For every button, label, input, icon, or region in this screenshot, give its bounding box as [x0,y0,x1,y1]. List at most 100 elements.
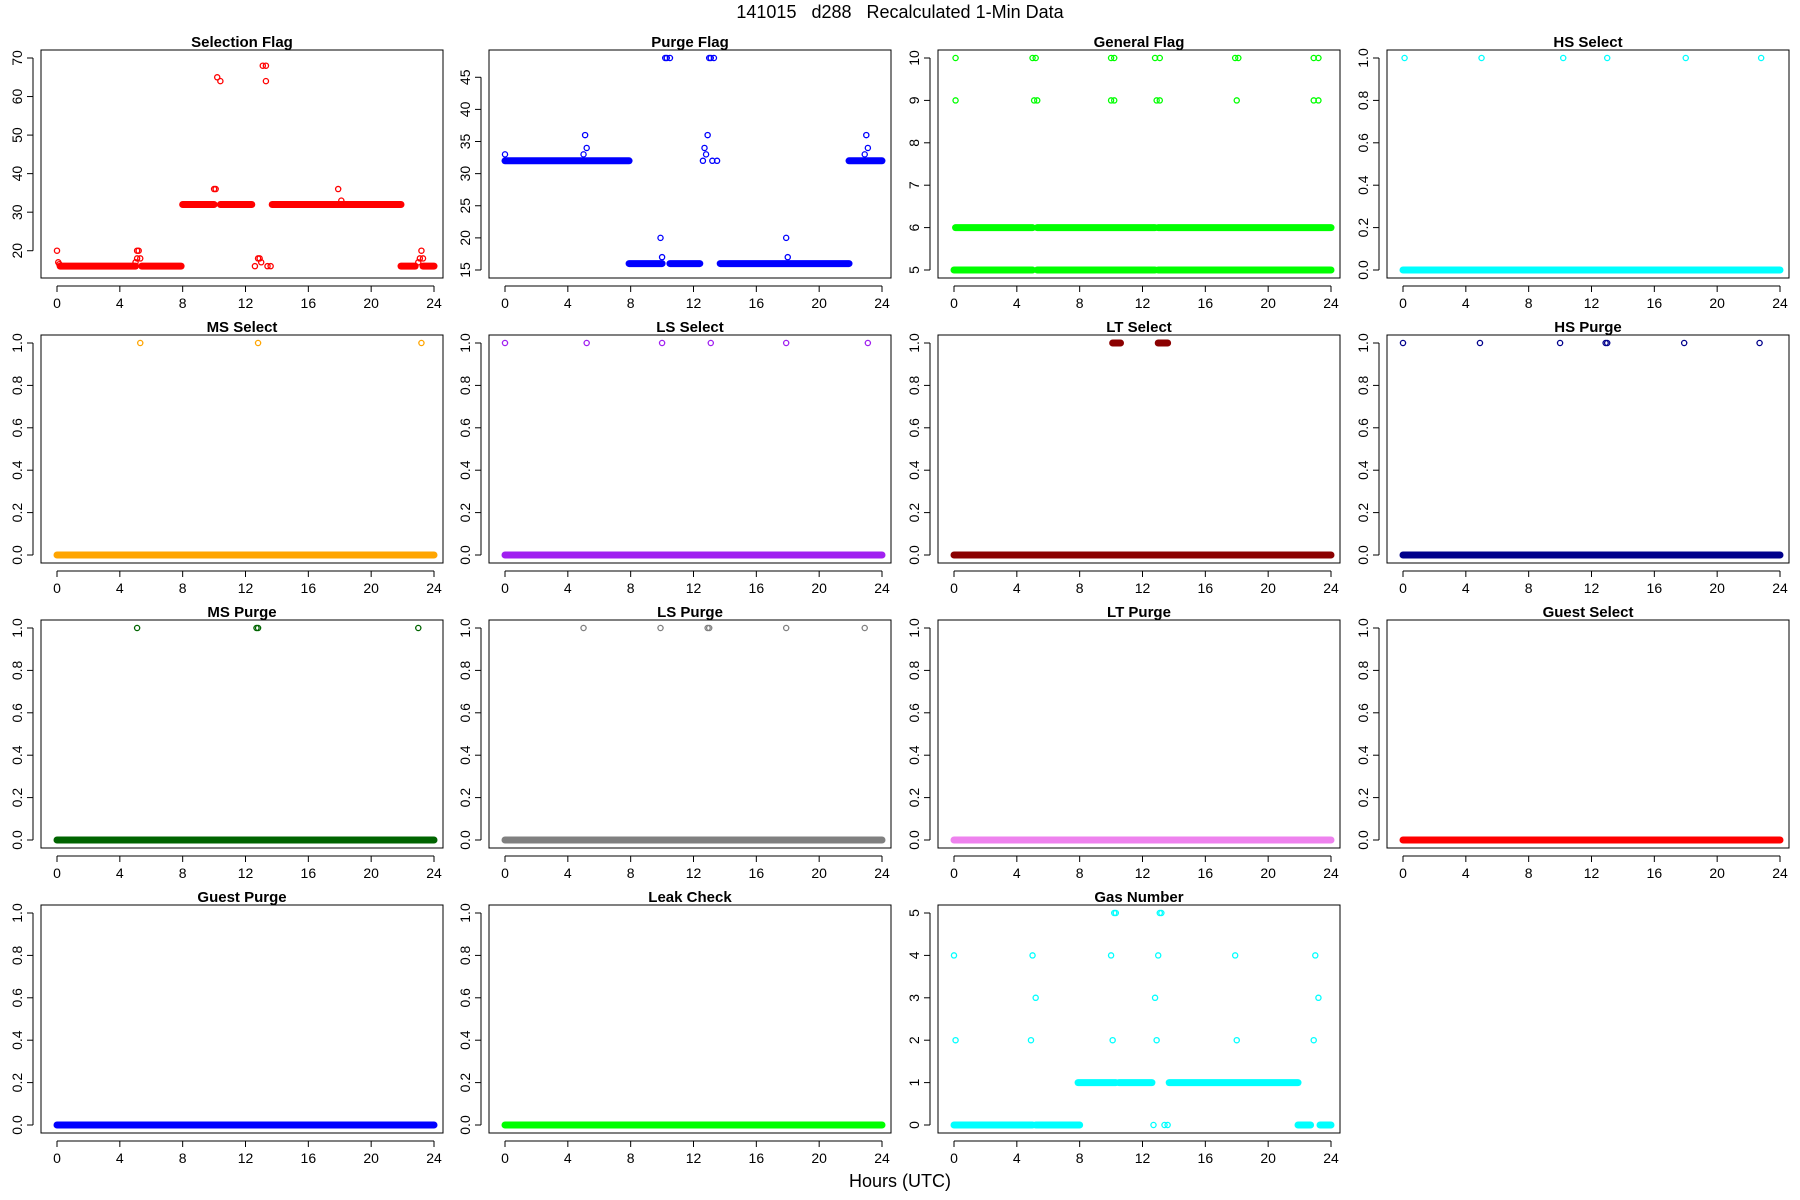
x-tick-label: 4 [564,865,572,881]
data-point [707,54,715,62]
x-tick-label: 16 [1647,865,1663,881]
y-tick-label: 1.0 [457,903,473,923]
x-tick-label: 16 [1198,580,1214,596]
data-point [580,151,587,158]
data-point [1310,1036,1317,1044]
plot-frame [40,904,444,1134]
data-point [1029,952,1036,959]
data-point [1231,54,1239,62]
panel-title: MS Purge [207,604,276,621]
x-tick-label: 24 [1323,295,1339,311]
x-tick-label: 8 [1076,1150,1084,1166]
x-tick-label: 20 [811,1150,827,1166]
panel-title: LT Purge [1107,604,1171,621]
y-tick-label: 0.0 [9,1115,25,1135]
data-point [950,952,958,959]
y-tick-label: 0.8 [1355,660,1371,680]
y-tick-label: 0.8 [1355,90,1371,110]
panel-lt-purge: LT Purge 0 4 8 12 16 20 24 0.0 0.2 0.4 0.6 0.8 1.0 [906,604,1341,881]
data-point [1478,54,1485,62]
data-point [259,62,267,69]
y-tick-label: 1.0 [9,903,25,923]
data-point [415,624,422,632]
panel-leak-check: Leak Check 0 4 8 12 16 20 24 0.0 0.2 0.4 0.6 0.8 1.0 [457,889,892,1166]
data-point [784,253,792,261]
data-point [416,255,424,262]
data-point [1032,54,1039,62]
plot-frame [488,619,892,849]
data-point [1233,97,1241,104]
data-point [1235,54,1242,62]
panel-title: Leak Check [648,889,732,906]
x-tick-label: 12 [1135,295,1151,311]
y-tick-label: 1 [906,1078,922,1086]
data-point [952,97,959,104]
y-tick-label: 0.2 [457,788,473,808]
y-tick-label: 0.6 [9,988,25,1008]
data-point [1161,1121,1168,1129]
x-tick-label: 0 [53,865,61,881]
y-tick-label: 1.0 [1355,48,1371,68]
data-point [1603,339,1611,347]
x-tick-label: 8 [179,865,187,881]
x-tick-label: 20 [1260,580,1276,596]
plot-frame [1386,619,1790,849]
y-tick-label: 0.4 [1355,460,1371,480]
x-tick-label: 24 [1772,580,1788,596]
x-tick-label: 0 [1399,580,1407,596]
y-tick-label: 0 [906,1121,922,1129]
x-tick-label: 0 [501,580,509,596]
y-tick-label: 0.2 [906,503,922,523]
y-tick-label: 9 [906,96,922,104]
y-tick-label: 35 [457,134,473,150]
x-tick-label: 20 [1709,865,1725,881]
data-point [338,197,345,204]
panel-selection-flag: Selection Flag 0 4 8 12 16 20 24 20 30 40 50 60 70 [9,34,444,311]
panel-title: Purge Flag [651,34,729,51]
data-point [704,131,711,139]
y-tick-label: 0.8 [906,660,922,680]
y-tick-label: 45 [457,69,473,85]
data-point [663,54,671,62]
panel-ms-select: MS Select 0 4 8 12 16 20 24 0.0 0.2 0.4 0.6 0.8 1.0 [9,319,444,596]
y-tick-label: 70 [9,50,25,66]
data-point [1107,97,1115,104]
data-point [863,131,870,139]
x-tick-label: 0 [950,865,958,881]
y-tick-label: 0.0 [1355,260,1371,280]
panel-title: LS Purge [657,604,723,621]
y-tick-label: 40 [9,166,25,182]
x-tick-label: 16 [301,295,317,311]
x-tick-label: 0 [501,295,509,311]
x-tick-label: 12 [1135,580,1151,596]
panel-ls-purge: LS Purge 0 4 8 12 16 20 24 0.0 0.2 0.4 0.6 0.8 1.0 [457,604,892,881]
y-tick-label: 1.0 [457,618,473,638]
x-tick-label: 4 [116,1150,124,1166]
y-tick-label: 0.0 [9,830,25,850]
y-tick-label: 0.6 [457,703,473,723]
data-point [952,54,959,62]
y-tick-label: 0.2 [457,1073,473,1093]
data-point [1032,994,1039,1002]
x-tick-label: 8 [1525,580,1533,596]
data-point [1756,339,1763,347]
x-tick-label: 4 [116,295,124,311]
x-tick-label: 16 [1198,295,1214,311]
data-point [133,255,141,262]
data-point [1757,54,1765,62]
data-point [217,77,224,85]
x-tick-label: 8 [1076,865,1084,881]
y-tick-label: 2 [906,1036,922,1044]
x-tick-label: 4 [116,865,124,881]
x-tick-label: 4 [1013,865,1021,881]
plot-frame [488,49,892,279]
y-tick-label: 0.8 [457,945,473,965]
y-tick-label: 0.6 [906,418,922,438]
x-tick-label: 4 [564,295,572,311]
x-tick-label: 8 [1076,580,1084,596]
data-point [1153,97,1160,104]
data-point [699,157,707,165]
x-tick-label: 20 [1260,1150,1276,1166]
data-point [418,247,425,254]
